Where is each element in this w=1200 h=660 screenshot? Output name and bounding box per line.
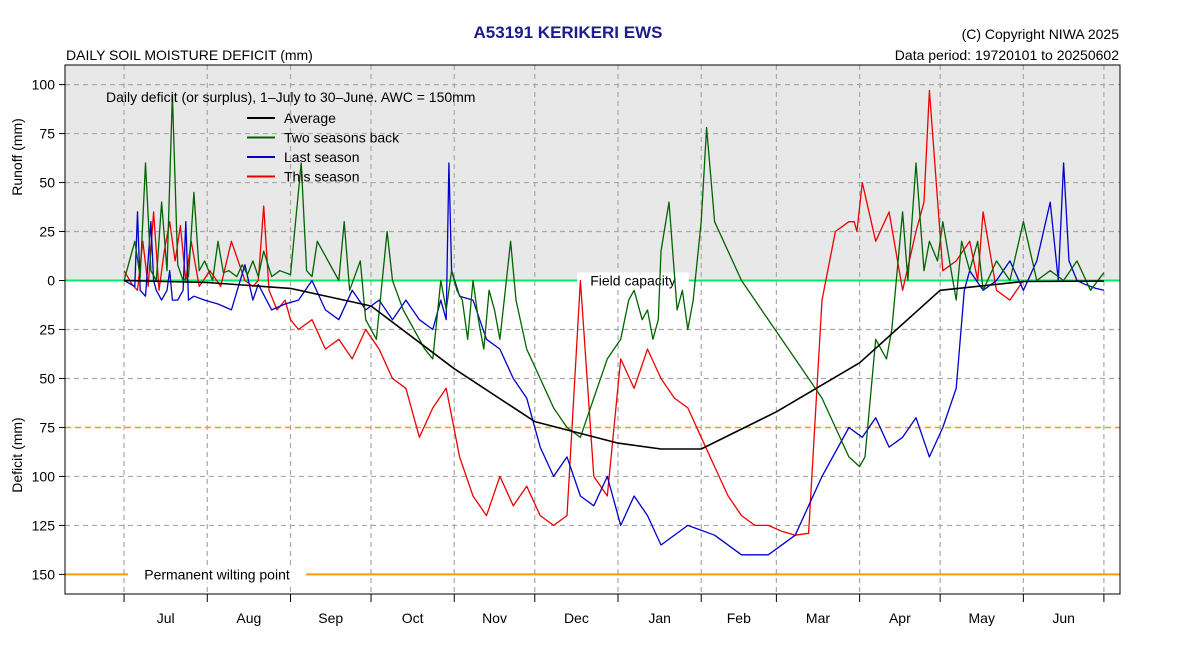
legend-entry: This season	[284, 169, 359, 185]
y-tick-label: 100	[32, 468, 56, 484]
x-tick-label: Jul	[157, 610, 175, 626]
surplus-region	[65, 65, 1120, 281]
wilting-point-label: Permanent wilting point	[144, 566, 290, 582]
x-tick-label: Aug	[236, 610, 261, 626]
y-tick-label: 50	[39, 175, 55, 191]
y-tick-label: 25	[39, 224, 55, 240]
legend-entry: Last season	[284, 149, 360, 165]
data-period-text: Data period: 19720101 to 20250602	[895, 47, 1119, 63]
y-tick-label: 25	[39, 322, 55, 338]
x-tick-label: Feb	[727, 610, 751, 626]
x-tick-label: Sep	[318, 610, 343, 626]
chart-title: A53191 KERIKERI EWS	[474, 23, 663, 42]
x-tick-label: May	[969, 610, 995, 626]
y-tick-label: 150	[32, 566, 56, 582]
y-axis-label-deficit: Deficit (mm)	[9, 417, 25, 492]
x-tick-label: Jun	[1052, 610, 1075, 626]
y-tick-label: 75	[39, 126, 55, 142]
x-tick-label: Mar	[806, 610, 830, 626]
series-two-seasons-back	[123, 93, 1105, 468]
y-axis-label-runoff: Runoff (mm)	[9, 118, 25, 196]
field-capacity-label: Field capacity	[590, 273, 676, 289]
series-lines	[123, 89, 1105, 556]
label-backing	[127, 566, 307, 583]
series-average	[124, 279, 1104, 450]
y-tick-label: 125	[32, 517, 56, 533]
axes: 100 75 50 25 0 25 50 75 100 125 150 Jul Aug Sep Oct Nov…	[32, 77, 1105, 626]
x-tick-label: Dec	[564, 610, 589, 626]
legend: Daily deficit (or surplus), 1–July to 30…	[106, 89, 475, 185]
copyright-text: (C) Copyright NIWA 2025	[962, 26, 1120, 42]
y-tick-label: 100	[32, 77, 56, 93]
series-this-season	[123, 89, 1024, 536]
y-tick-label: 0	[47, 273, 55, 289]
x-tick-label: Apr	[889, 610, 911, 626]
label-backing	[577, 272, 689, 289]
legend-entry: Average	[284, 110, 336, 126]
x-tick-label: Jan	[648, 610, 671, 626]
chart-subtitle: DAILY SOIL MOISTURE DEFICIT (mm)	[66, 47, 313, 63]
x-tick-label: Oct	[402, 610, 424, 626]
series-last-season	[123, 162, 1105, 556]
x-tick-label: Nov	[482, 610, 507, 626]
gridlines	[65, 65, 1120, 594]
y-tick-label: 75	[39, 419, 55, 435]
legend-entry: Two seasons back	[284, 130, 400, 146]
y-tick-label: 50	[39, 370, 55, 386]
plot-background	[65, 65, 1120, 281]
legend-title: Daily deficit (or surplus), 1–July to 30…	[106, 89, 475, 105]
